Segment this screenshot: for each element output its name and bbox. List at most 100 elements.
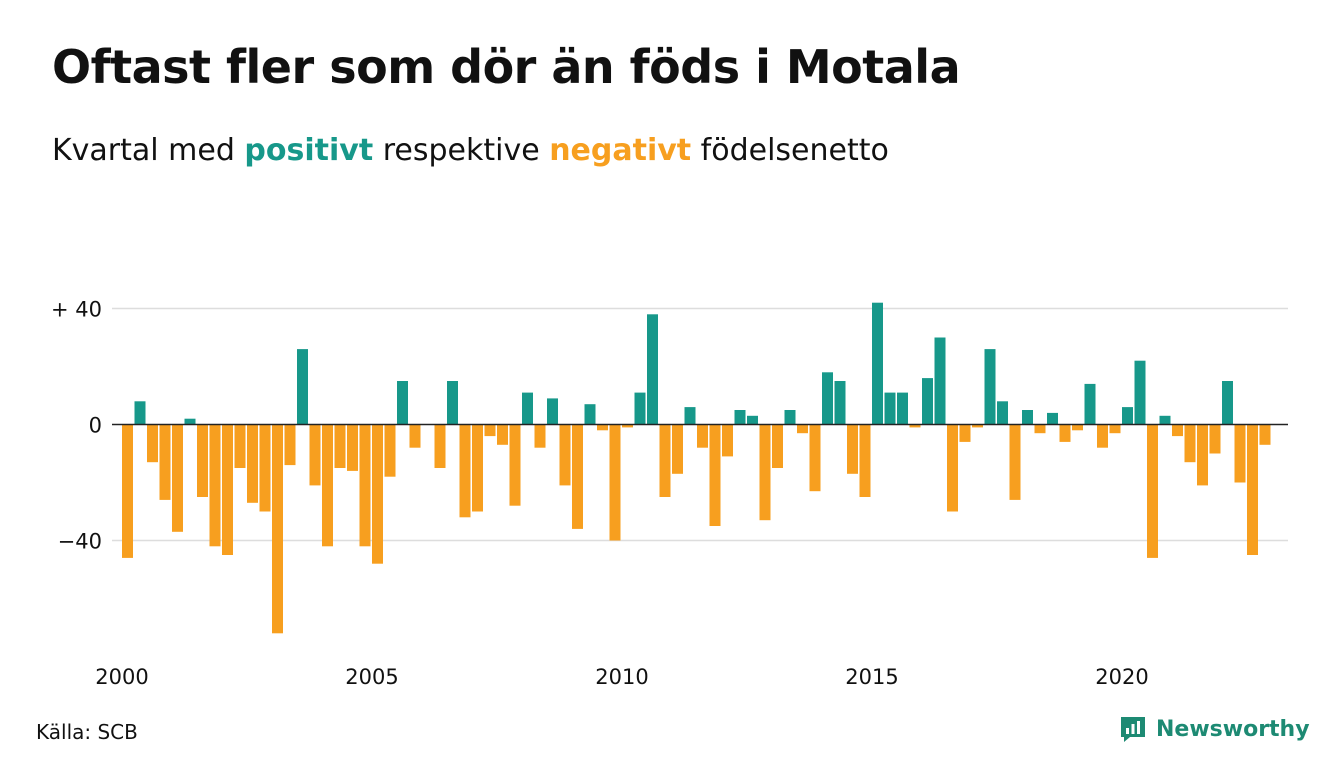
bar-2007-k2: [484, 424, 496, 437]
bar-2018-k2: [1034, 424, 1046, 434]
x-tick-label: 2005: [345, 665, 398, 689]
bar-2005-k2: [384, 424, 396, 477]
bar-2014-k4: [859, 424, 871, 497]
bar-2003-k3: [297, 349, 308, 425]
bar-2006-k4: [459, 424, 471, 518]
bar-2015-k1: [872, 302, 883, 425]
bar-2011-k2: [684, 407, 696, 425]
chart-subtitle: Kvartal med positivt respektive negativt…: [52, 133, 889, 168]
bar-2007-k1: [472, 424, 483, 512]
bar-2008-k4: [559, 424, 571, 486]
bar-2009-k4: [609, 424, 621, 541]
brand-name: Newsworthy: [1156, 716, 1310, 742]
subtitle-prefix: Kvartal med: [52, 133, 245, 168]
bar-2010-k2: [634, 392, 646, 425]
bar-2017-k2: [984, 349, 996, 425]
x-tick-label: 2020: [1095, 665, 1148, 689]
newsworthy-logo-icon: [1121, 717, 1145, 742]
bar-2020-k2: [1134, 360, 1146, 425]
bar-2019-k3: [1097, 424, 1108, 448]
bar-2002-k1: [222, 424, 233, 555]
bar-2009-k1: [572, 424, 583, 529]
bar-2000-k3: [147, 424, 158, 463]
x-tick-label: 2000: [95, 665, 148, 689]
bar-2016-k1: [922, 378, 933, 425]
bar-2019-k2: [1084, 383, 1096, 425]
bar-2003-k1: [272, 424, 283, 634]
subtitle-middle: respektive: [373, 133, 550, 168]
x-tick-label: 2015: [845, 665, 898, 689]
bar-2011-k1: [672, 424, 683, 474]
bar-2006-k2: [434, 424, 446, 468]
bar-2017-k3: [997, 401, 1008, 425]
bar-2008-k2: [534, 424, 546, 448]
bars: [122, 302, 1271, 634]
bar-2011-k3: [697, 424, 708, 448]
bar-2001-k4: [209, 424, 221, 547]
chart-title: Oftast fler som dör än föds i Motala: [52, 40, 961, 94]
bar-2014-k3: [847, 424, 858, 474]
bar-2002-k3: [247, 424, 258, 503]
bar-2005-k3: [397, 381, 408, 425]
bar-2012-k2: [734, 410, 746, 425]
bar-2018-k4: [1059, 424, 1071, 442]
bar-2022-k4: [1259, 424, 1271, 445]
y-tick-label: 0: [89, 414, 102, 438]
x-tick-label: 2010: [595, 665, 648, 689]
bar-2013-k4: [809, 424, 821, 492]
bar-2009-k3: [597, 424, 608, 431]
bar-2008-k3: [547, 398, 558, 425]
bar-2015-k2: [884, 392, 896, 425]
y-tick-label: −40: [58, 530, 102, 554]
bar-2000-k4: [159, 424, 171, 500]
y-tick-label: + 40: [51, 298, 102, 322]
brand-logo[interactable]: Newsworthy: [1118, 714, 1310, 744]
bar-2007-k4: [509, 424, 521, 506]
bar-2013-k1: [772, 424, 783, 468]
bar-2016-k3: [947, 424, 958, 512]
bar-2019-k1: [1072, 424, 1083, 431]
bar-2004-k1: [322, 424, 333, 547]
bar-2008-k1: [522, 392, 533, 425]
bar-2013-k3: [797, 424, 808, 434]
bar-2021-k2: [1184, 424, 1196, 463]
bar-2015-k4: [909, 424, 921, 428]
bar-2013-k2: [784, 410, 796, 425]
bar-2012-k1: [722, 424, 733, 457]
bar-2020-k1: [1122, 407, 1133, 425]
bar-2017-k4: [1009, 424, 1021, 500]
bar-2018-k3: [1047, 412, 1058, 425]
bar-2020-k4: [1159, 415, 1171, 425]
bar-2000-k2: [134, 401, 146, 425]
bar-2000-k1: [122, 424, 133, 558]
bar-2005-k4: [409, 424, 421, 448]
bar-2002-k4: [259, 424, 271, 512]
bar-2014-k2: [834, 381, 846, 425]
bar-chart: + 40 0 −40 2000 2005 2010 2015 2020: [51, 298, 1288, 689]
bar-2016-k4: [959, 424, 971, 442]
bar-2021-k4: [1209, 424, 1221, 454]
bar-2003-k2: [284, 424, 296, 466]
bar-2004-k3: [347, 424, 358, 471]
bar-2004-k2: [334, 424, 346, 468]
bar-2016-k2: [934, 337, 946, 425]
bar-2012-k3: [747, 415, 758, 425]
bar-2011-k4: [709, 424, 721, 526]
bar-2014-k1: [822, 372, 833, 425]
subtitle-suffix: födelsenetto: [691, 133, 889, 168]
bar-2010-k1: [622, 424, 633, 428]
bar-2003-k4: [309, 424, 321, 486]
bar-2001-k2: [184, 418, 196, 425]
bar-2010-k4: [659, 424, 671, 497]
bar-2007-k3: [497, 424, 508, 445]
subtitle-negative-word: negativt: [549, 133, 692, 168]
bar-2012-k4: [759, 424, 771, 521]
source-note: Källa: SCB: [36, 720, 138, 744]
bar-2019-k4: [1109, 424, 1121, 434]
axes: + 40 0 −40 2000 2005 2010 2015 2020: [51, 298, 1288, 689]
bar-2015-k3: [897, 392, 908, 425]
bar-2017-k1: [972, 424, 983, 428]
bar-2001-k1: [172, 424, 183, 532]
subtitle-positive-word: positivt: [244, 133, 374, 168]
bar-2022-k1: [1222, 381, 1233, 425]
